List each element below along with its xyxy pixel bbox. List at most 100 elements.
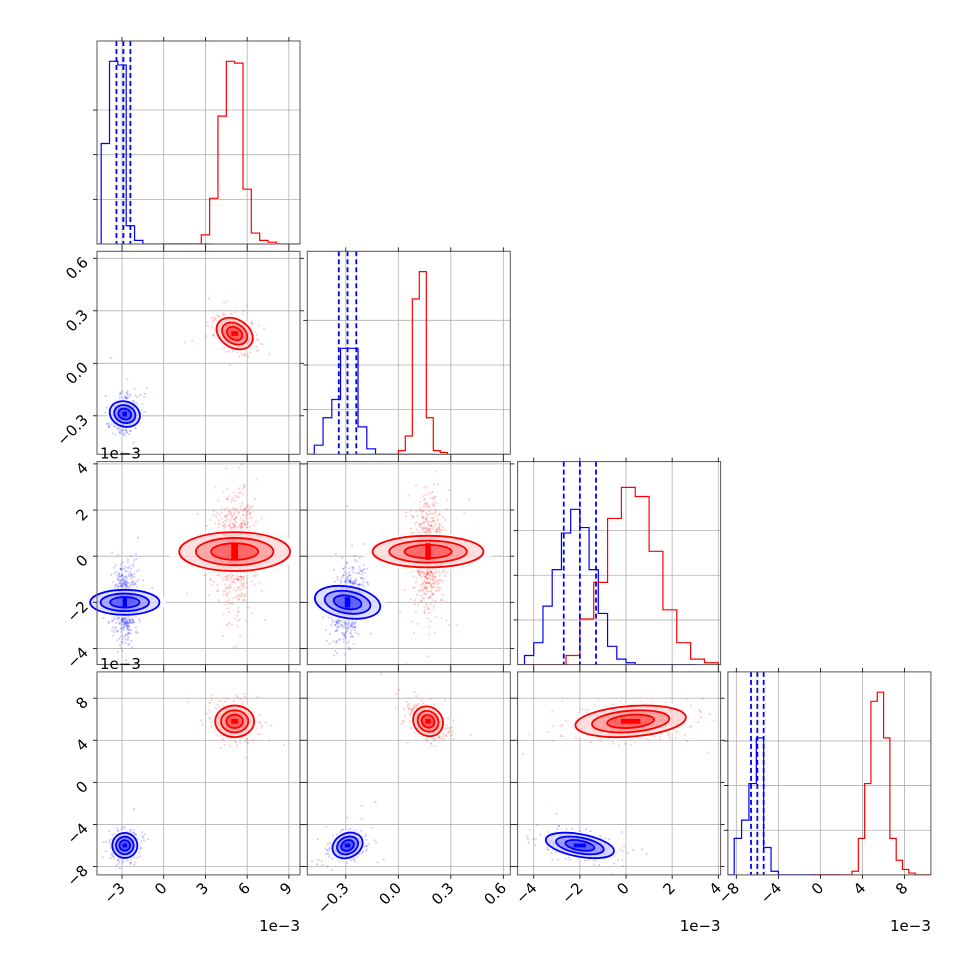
sample-point xyxy=(237,619,240,622)
sample-point xyxy=(121,574,124,577)
sample-point xyxy=(430,512,433,515)
sample-point xyxy=(418,525,422,528)
sample-point xyxy=(345,562,348,565)
sample-point xyxy=(133,808,136,811)
sample-point xyxy=(327,616,330,619)
sample-point xyxy=(239,525,242,528)
sample-point xyxy=(244,514,247,517)
sample-point xyxy=(139,393,142,396)
sample-point xyxy=(107,830,111,833)
sample-point xyxy=(137,617,141,621)
sample-point xyxy=(423,486,426,489)
sample-point xyxy=(362,568,365,571)
sample-point xyxy=(249,512,252,515)
sample-point xyxy=(425,593,428,596)
sample-point xyxy=(102,840,105,843)
sample-point xyxy=(219,700,222,703)
sample-point xyxy=(114,564,118,567)
sample-point xyxy=(436,530,439,533)
sample-point xyxy=(125,577,128,580)
sample-point xyxy=(123,635,126,639)
sample-point xyxy=(429,585,433,589)
sample-point xyxy=(133,582,136,585)
sample-point xyxy=(417,603,420,606)
sample-point xyxy=(119,583,122,587)
sample-point xyxy=(440,598,443,601)
sample-point xyxy=(217,574,220,577)
sample-point xyxy=(125,391,128,394)
sample-point xyxy=(413,522,417,525)
sample-point xyxy=(120,627,123,630)
sample-point xyxy=(254,521,258,524)
sample-point xyxy=(104,840,107,843)
sample-point xyxy=(119,647,122,650)
sample-point xyxy=(336,626,339,629)
sample-point xyxy=(423,503,426,506)
sample-point xyxy=(336,629,339,632)
sample-point xyxy=(122,624,125,627)
sample-point xyxy=(112,634,115,637)
sample-point xyxy=(422,516,425,519)
sample-point xyxy=(425,581,429,584)
sample-point xyxy=(415,514,419,517)
sample-point xyxy=(413,586,416,589)
sample-point xyxy=(242,514,245,517)
sample-point xyxy=(121,577,125,581)
sample-point xyxy=(208,709,211,712)
sample-point xyxy=(338,638,341,641)
sample-point xyxy=(225,586,228,590)
sample-point xyxy=(127,636,130,639)
sample-point xyxy=(238,523,242,527)
sample-point xyxy=(136,585,139,588)
sample-point xyxy=(121,617,124,620)
sample-point xyxy=(232,596,235,599)
sample-point xyxy=(121,618,124,621)
sample-point xyxy=(423,580,426,583)
sample-point xyxy=(423,587,426,590)
sample-point xyxy=(123,618,126,621)
sample-point xyxy=(255,345,258,348)
sample-point xyxy=(303,617,305,619)
sample-point xyxy=(129,567,133,570)
sample-point xyxy=(112,566,116,569)
sample-point xyxy=(118,428,122,431)
sample-point xyxy=(116,629,120,632)
sample-point xyxy=(349,580,352,583)
sample-point xyxy=(116,583,119,586)
sample-point xyxy=(125,429,128,432)
sample-point xyxy=(216,583,219,587)
sample-point xyxy=(126,566,129,570)
sample-point xyxy=(237,491,241,494)
sample-point xyxy=(424,575,427,578)
sample-point xyxy=(124,641,127,644)
sample-point xyxy=(439,579,442,582)
sample-point xyxy=(447,623,450,626)
sample-point xyxy=(431,577,434,580)
sample-point xyxy=(240,463,244,466)
sample-point xyxy=(436,579,439,582)
sample-point xyxy=(437,582,440,585)
sample-point xyxy=(413,599,417,602)
sample-point xyxy=(358,583,361,586)
sample-point xyxy=(432,498,435,501)
sample-point xyxy=(419,501,422,504)
sample-point xyxy=(351,581,354,584)
sample-point xyxy=(335,628,339,631)
sample-point xyxy=(340,623,343,626)
sample-point xyxy=(132,441,135,444)
sample-point xyxy=(412,586,415,589)
sample-point xyxy=(343,633,346,637)
sample-point xyxy=(216,499,220,502)
sample-point xyxy=(137,568,140,571)
sample-point xyxy=(118,575,122,578)
sample-point xyxy=(231,526,234,529)
sample-point xyxy=(424,511,428,515)
sample-point xyxy=(233,523,236,526)
sample-point xyxy=(119,579,122,583)
sample-point xyxy=(136,536,140,539)
sample-point xyxy=(349,581,352,584)
sample-point xyxy=(427,572,430,576)
sample-point xyxy=(425,514,428,517)
sample-point xyxy=(104,850,107,853)
sample-point xyxy=(412,575,415,578)
